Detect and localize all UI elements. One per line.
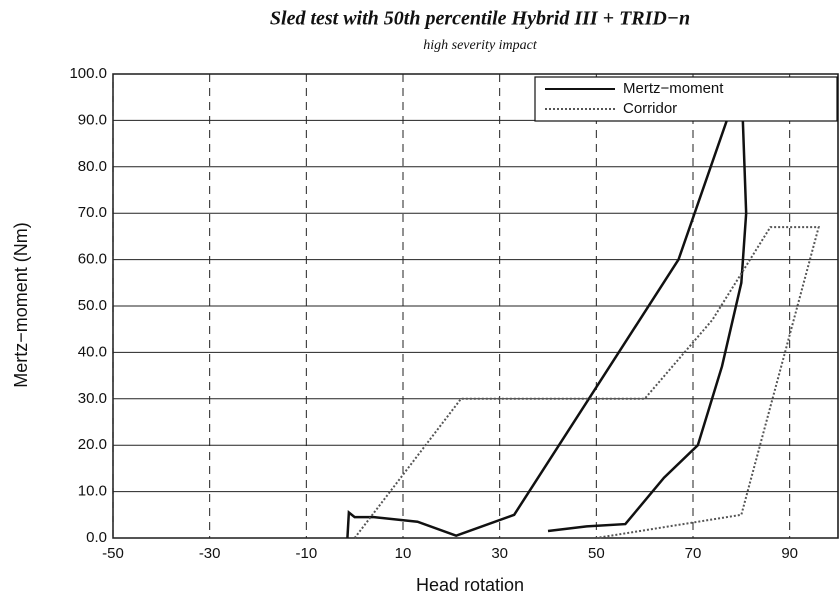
y-tick-label: 40.0 [78,343,107,360]
x-tick-label: 90 [781,545,798,562]
y-tick-label: 80.0 [78,158,107,175]
x-tick-label: 30 [491,545,508,562]
chart-title: Sled test with 50th percentile Hybrid II… [270,8,690,30]
x-axis-label: Head rotation [416,575,524,595]
y-tick-label: 20.0 [78,436,107,453]
y-tick-label: 90.0 [78,111,107,128]
x-tick-label: 50 [588,545,605,562]
x-tick-label: -30 [199,545,221,562]
x-tick-label: -10 [295,545,317,562]
y-tick-label: 0.0 [86,529,107,546]
y-tick-label: 50.0 [78,297,107,314]
y-tick-label: 10.0 [78,483,107,500]
x-tick-label: -50 [102,545,124,562]
y-tick-label: 60.0 [78,251,107,268]
y-tick-label: 70.0 [78,204,107,221]
legend-label: Mertz−moment [623,80,724,97]
x-tick-label: 70 [685,545,702,562]
series-line [353,226,820,539]
chart-subtitle: high severity impact [423,38,538,53]
x-tick-label: 10 [395,545,412,562]
y-axis-label: Mertz−moment (Nm) [11,222,31,388]
legend-label: Corridor [623,100,677,117]
y-tick-label: 100.0 [69,65,107,82]
y-tick-label: 30.0 [78,390,107,407]
series-line [346,78,748,539]
legend-box [534,76,838,122]
